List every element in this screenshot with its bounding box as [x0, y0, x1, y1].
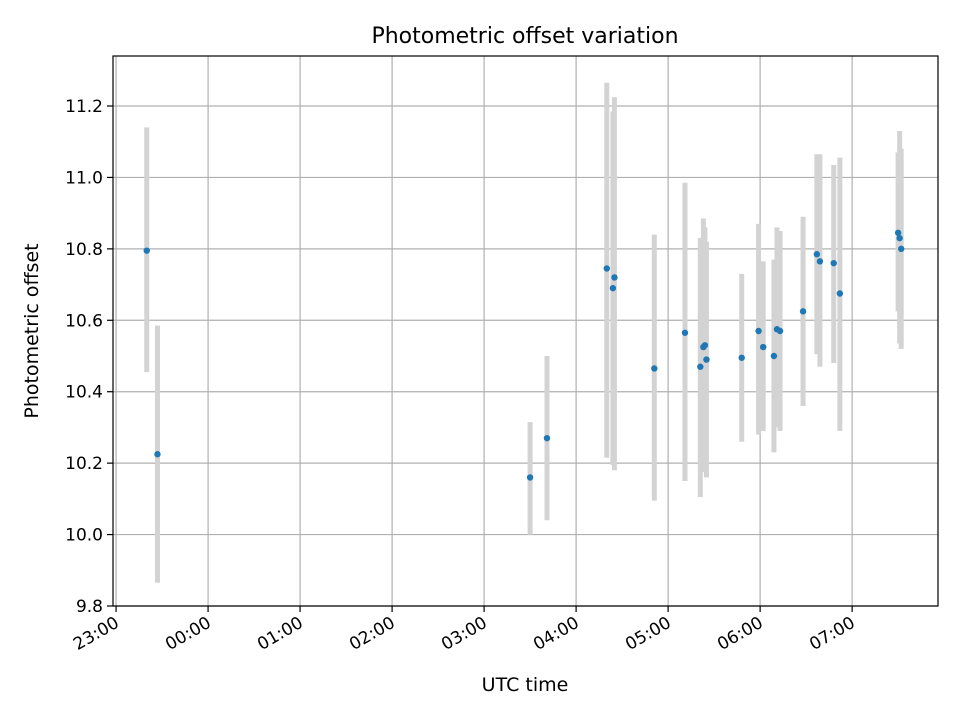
data-point — [738, 354, 745, 361]
data-point — [755, 327, 762, 335]
data-point — [770, 352, 778, 360]
data-point — [701, 342, 709, 349]
y-tick-label: 11.0 — [65, 168, 103, 188]
y-tick-label: 11.2 — [65, 97, 103, 117]
y-tick-label: 9.8 — [76, 597, 103, 617]
data-point — [703, 356, 710, 363]
x-axis-label: UTC time — [482, 674, 569, 696]
y-axis-label: Photometric offset — [21, 243, 43, 418]
data-point — [897, 245, 905, 253]
data-point — [609, 284, 617, 292]
y-tick-label: 10.2 — [65, 454, 103, 474]
data-point — [816, 258, 824, 265]
data-point — [759, 343, 767, 351]
chart-title: Photometric offset variation — [371, 24, 678, 49]
data-point — [681, 329, 689, 336]
data-point — [836, 290, 844, 297]
data-point — [813, 251, 821, 258]
data-point — [543, 434, 551, 442]
y-tick-label: 10.0 — [65, 526, 103, 546]
data-point — [697, 363, 704, 370]
data-point — [143, 247, 150, 254]
grid-lines — [113, 56, 938, 607]
data-point — [651, 365, 658, 372]
data-point — [776, 327, 784, 335]
plot-frame — [112, 55, 939, 607]
data-points — [143, 229, 905, 481]
data-point — [603, 265, 610, 272]
data-point — [894, 229, 902, 236]
data-point — [830, 259, 837, 267]
y-tick-label: 10.8 — [65, 240, 103, 260]
data-point — [526, 474, 534, 481]
y-tick-label: 10.4 — [65, 383, 103, 403]
y-tick-label: 10.6 — [65, 311, 103, 331]
data-point — [799, 308, 807, 315]
data-point — [896, 234, 903, 242]
data-point — [611, 274, 618, 281]
data-point — [154, 451, 161, 458]
